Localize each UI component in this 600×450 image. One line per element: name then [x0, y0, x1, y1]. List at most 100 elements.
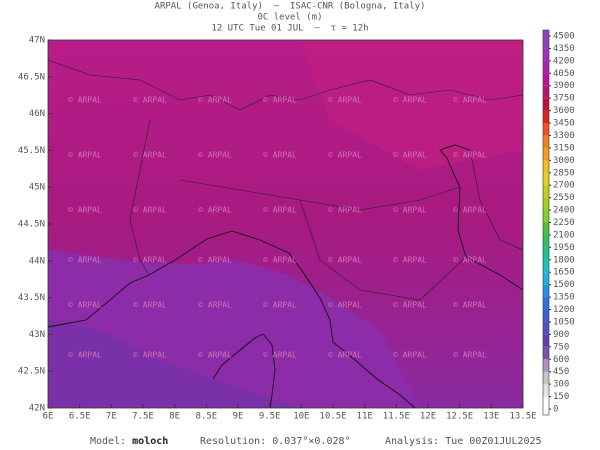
colorbar-label: 4500 [553, 32, 575, 42]
colorbar-label: 1800 [553, 255, 575, 265]
colorbar-label: 2100 [553, 230, 575, 240]
colorbar-label: 300 [553, 380, 569, 390]
lon-tick-label: 10.5E [319, 412, 346, 422]
lon-tick-label: 13.5E [509, 412, 536, 422]
colorbar-label: 900 [553, 330, 569, 340]
watermark: © ARPAL [133, 351, 167, 360]
watermark: © ARPAL [328, 151, 362, 160]
colorbar-swatch [543, 98, 549, 111]
colorbar-swatch [543, 110, 549, 124]
footer-label: Resolution: [200, 436, 266, 447]
footer-item: Analysis: Tue 00Z01JUL2025 [385, 436, 542, 447]
colorbar-swatch [543, 384, 549, 397]
watermark: © ARPAL [453, 151, 487, 160]
colorbar-label: 1350 [553, 293, 575, 303]
colorbar-swatch [543, 259, 549, 273]
colorbar-label: 3300 [553, 131, 575, 141]
border [48, 59, 523, 111]
watermark: © ARPAL [263, 151, 297, 160]
watermark: © ARPAL [328, 206, 362, 215]
colorbar-label: 2850 [553, 168, 575, 178]
lat-tick-label: 44N [29, 256, 45, 266]
colorbar-swatch [543, 309, 549, 322]
lat-tick-label: 43.5N [18, 293, 45, 303]
map-area [48, 40, 523, 408]
lon-tick-label: 10E [293, 412, 309, 422]
footer-item: Resolution: 0.037°×0.028° [200, 436, 351, 447]
lon-tick-label: 6.5E [69, 412, 91, 422]
watermark: © ARPAL [198, 301, 232, 310]
colorbar-label: 3750 [553, 94, 575, 104]
colorbar-swatch [543, 60, 549, 74]
colorbar-swatch [543, 284, 549, 298]
footer-value: moloch [132, 436, 168, 447]
lat-tick-label: 42.5N [18, 367, 45, 377]
sea-region [48, 320, 300, 408]
border [469, 149, 523, 251]
colorbar-label: 1650 [553, 268, 575, 278]
land-region [300, 40, 523, 170]
lon-tick-label: 11E [357, 412, 373, 422]
title-line: 0C level (m) [257, 13, 322, 23]
watermark: © ARPAL [198, 206, 232, 215]
coastline [48, 230, 416, 408]
lat-tick-label: 43N [29, 330, 45, 340]
lat-tick-label: 47N [29, 36, 45, 46]
footer-label: Analysis: [385, 436, 439, 447]
colorbar-swatch [543, 272, 549, 285]
watermark: © ARPAL [68, 151, 102, 160]
coastline [439, 144, 523, 291]
footer-label: Model: [90, 436, 126, 447]
lon-tick-label: 13E [483, 412, 499, 422]
watermark: © ARPAL [393, 301, 427, 310]
title-line: 12 UTC Tue 01 JUL – τ = 12h [211, 24, 368, 34]
colorbar-swatch [543, 234, 549, 248]
lon-tick-label: 7.5E [132, 412, 154, 422]
watermark: © ARPAL [68, 301, 102, 310]
coastline [212, 333, 276, 408]
watermark: © ARPAL [393, 351, 427, 360]
colorbar-label: 4200 [553, 56, 575, 66]
colorbar-label: 1500 [553, 280, 575, 290]
colorbar-label: 3600 [553, 106, 575, 116]
watermark: © ARPAL [393, 96, 427, 105]
watermark: © ARPAL [453, 351, 487, 360]
watermark: © ARPAL [68, 206, 102, 215]
colorbar-swatch [543, 210, 549, 223]
lat-tick-label: 45.5N [18, 146, 45, 156]
colorbar-swatch [543, 36, 549, 49]
watermark: © ARPAL [263, 256, 297, 265]
colorbar-label: 3450 [553, 119, 575, 129]
colorbar-label: 2550 [553, 193, 575, 203]
colorbar-label: 1950 [553, 243, 575, 253]
watermark: © ARPAL [198, 351, 232, 360]
colorbar-label: 3900 [553, 81, 575, 91]
colorbar-label: 3000 [553, 156, 575, 166]
watermark: © ARPAL [328, 96, 362, 105]
colorbar-label: 2700 [553, 181, 575, 191]
watermark: © ARPAL [68, 351, 102, 360]
colorbar: 0 150 300 450 600 750 900 1050 1200 1350 1500 1650 1… [542, 29, 575, 416]
colorbar-swatch [543, 30, 549, 36]
watermark: © ARPAL [198, 96, 232, 105]
colorbar-swatch [543, 346, 549, 360]
watermark: © ARPAL [393, 256, 427, 265]
colorbar-label: 4050 [553, 69, 575, 79]
lon-tick-label: 9.5E [259, 412, 281, 422]
colorbar-label: 0 [553, 405, 558, 415]
lon-tick-label: 11.5E [383, 412, 410, 422]
border [179, 179, 467, 301]
colorbar-swatch [543, 85, 549, 99]
watermark: © ARPAL [328, 301, 362, 310]
watermark: © ARPAL [328, 256, 362, 265]
colorbar-label: 600 [553, 355, 569, 365]
lon-tick-label: 12.5E [446, 412, 473, 422]
colorbar-swatch [543, 197, 549, 211]
watermark: © ARPAL [263, 301, 297, 310]
watermark: © ARPAL [393, 151, 427, 160]
lon-tick-label: 6E [43, 412, 54, 422]
colorbar-swatch [543, 48, 549, 61]
watermark: © ARPAL [453, 256, 487, 265]
